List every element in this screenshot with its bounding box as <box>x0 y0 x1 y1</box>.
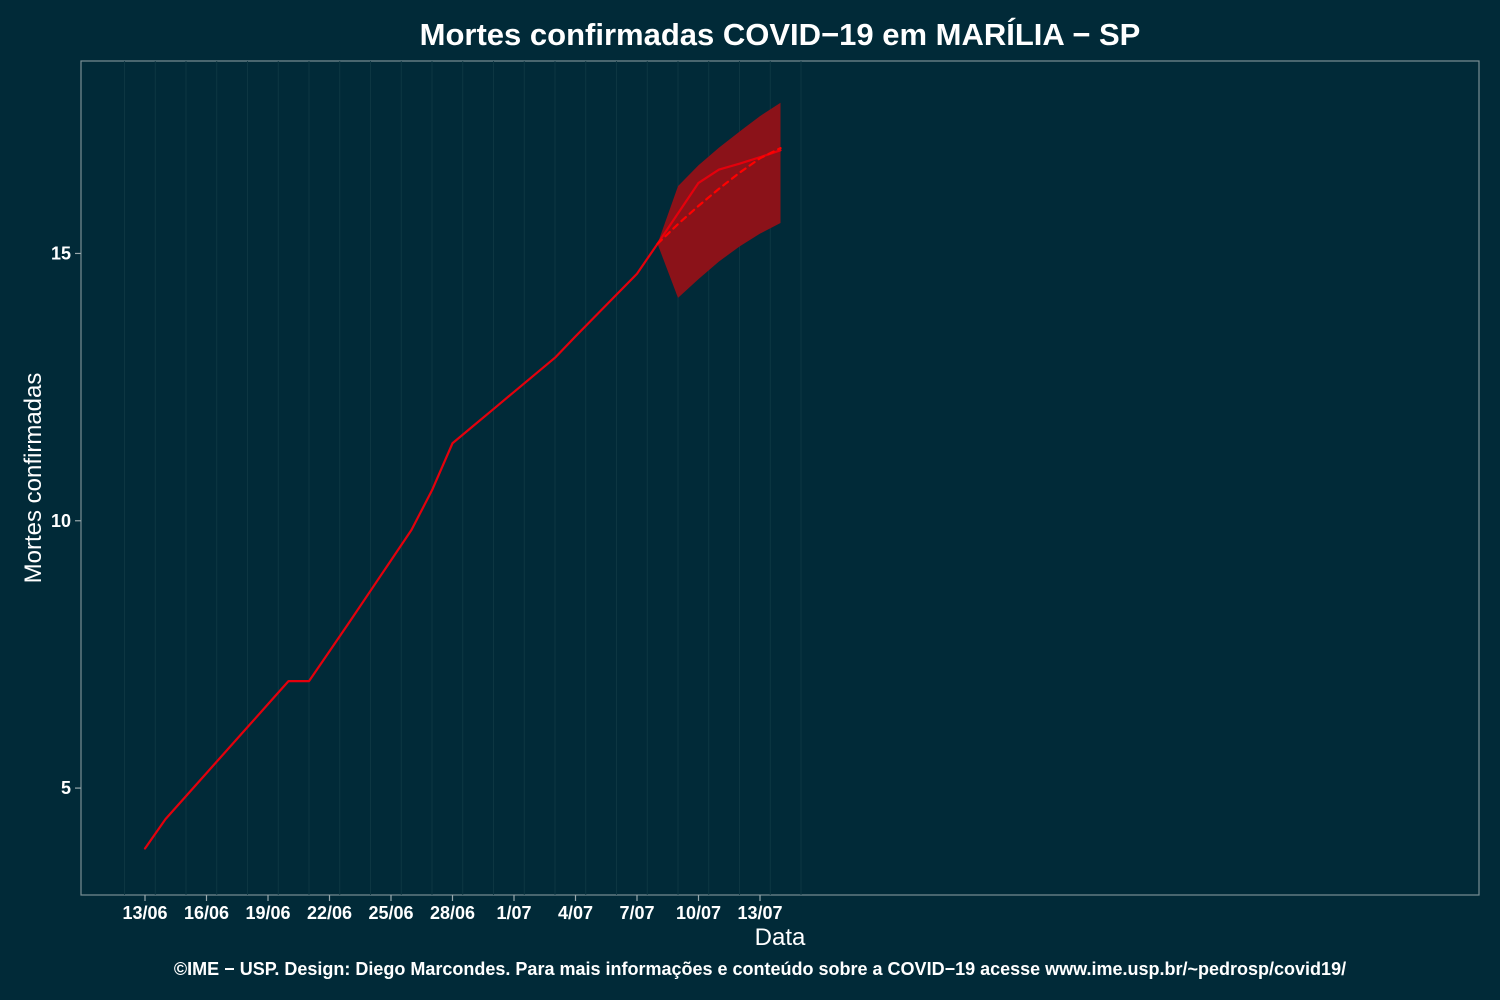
y-tick-label: 5 <box>61 778 71 798</box>
x-axis: 13/06 16/06 19/06 22/06 25/06 28/06 1/07 4/07 7/… <box>122 895 783 923</box>
series-line-solid <box>143 149 782 850</box>
y-axis-title: Mortes confirmadas <box>20 373 47 584</box>
x-tick-label: 4/07 <box>558 903 593 923</box>
y-tick-label: 10 <box>51 511 71 531</box>
x-tick-label: 19/06 <box>245 903 290 923</box>
x-axis-title: Data <box>755 924 806 951</box>
series-layer <box>143 147 782 850</box>
x-tick-label: 1/07 <box>496 903 531 923</box>
x-tick-label: 22/06 <box>307 903 352 923</box>
confidence-band-layer <box>657 102 781 298</box>
x-tick-label: 25/06 <box>368 903 413 923</box>
caption: ©IME − USP. Design: Diego Marcondes. Par… <box>174 959 1346 979</box>
series-line-dashed <box>656 147 782 245</box>
chart-title: Mortes confirmadas COVID−19 em MARÍLIA −… <box>420 17 1141 52</box>
x-tick-label: 10/07 <box>676 903 721 923</box>
x-tick-label: 16/06 <box>184 903 229 923</box>
x-tick-label: 13/07 <box>737 903 782 923</box>
x-tick-label: 28/06 <box>430 903 475 923</box>
y-tick-label: 15 <box>51 243 71 263</box>
y-axis: 5 10 15 <box>51 243 81 798</box>
x-tick-label: 13/06 <box>122 903 167 923</box>
confidence-band <box>657 102 781 298</box>
x-tick-label: 7/07 <box>619 903 654 923</box>
